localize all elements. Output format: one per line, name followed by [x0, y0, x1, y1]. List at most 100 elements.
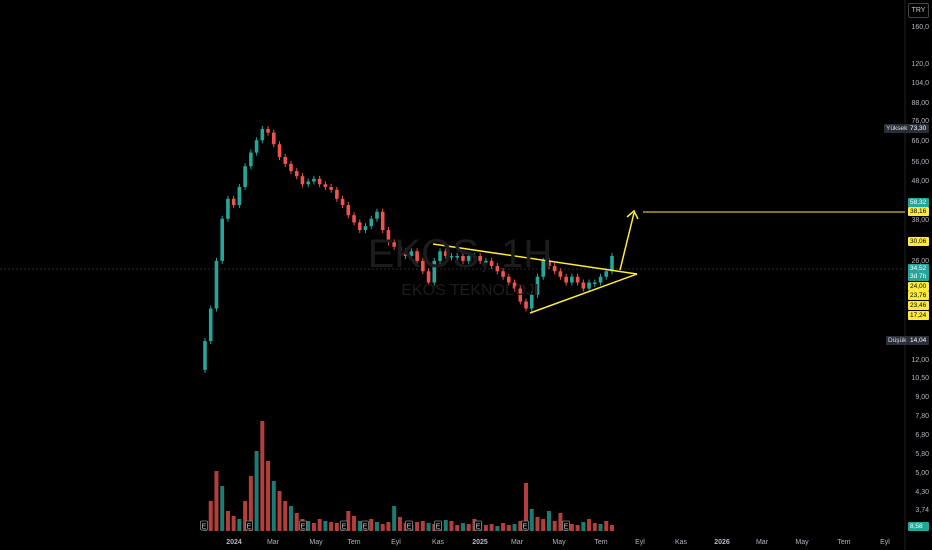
volume-bar [455, 525, 460, 531]
volume-bar [460, 523, 465, 531]
volume-bar [277, 491, 282, 531]
volume-bar [598, 524, 603, 531]
candle-body [220, 218, 224, 261]
candle-body [518, 288, 523, 302]
candle-body [335, 189, 339, 199]
volume-bar [283, 501, 288, 531]
candle-body [312, 178, 316, 182]
price-tag-label: Düşük [886, 335, 909, 345]
earnings-marker-label: E [476, 524, 481, 531]
volume-bar [587, 519, 592, 531]
earnings-marker [200, 520, 208, 531]
x-tick-label: Kas [431, 539, 445, 546]
candle-body [266, 129, 270, 133]
volume-bar [518, 521, 523, 531]
volume-bar [231, 516, 236, 531]
earnings-marker-label: E [342, 524, 347, 531]
volume-bar [214, 471, 219, 531]
candle-body [604, 271, 609, 277]
volume-bar [225, 511, 230, 531]
volume-bar [569, 524, 574, 531]
volume-bar [357, 521, 362, 531]
currency-button[interactable]: TRY [908, 3, 929, 18]
y-tick-label: 4,30 [915, 489, 929, 496]
candle-body [226, 198, 230, 219]
y-tick-label: 6,80 [915, 432, 929, 439]
volume-bar [483, 525, 488, 531]
candle-body [507, 276, 511, 283]
earnings-marker [521, 520, 529, 531]
candle-body [375, 211, 379, 219]
y-tick-label: 160,0 [911, 24, 929, 31]
candle-body [426, 271, 431, 283]
candle-body [484, 260, 488, 263]
volume-bar [220, 486, 225, 531]
candle-body [529, 294, 534, 309]
x-tick-label: 2026 [714, 539, 730, 546]
volume-bar [306, 521, 311, 531]
candle-body [415, 251, 419, 261]
breakout-arrow [619, 212, 635, 271]
volume-bar [541, 519, 546, 531]
earnings-marker [299, 520, 307, 531]
y-tick-label: 10,50 [911, 375, 929, 382]
volume-bar [495, 526, 500, 531]
price-tag: 38,16 [908, 206, 929, 216]
candle-body [243, 166, 247, 188]
volume-bar [426, 523, 431, 531]
candle-body [432, 260, 437, 283]
volume-bar [604, 521, 609, 531]
y-tick-label: 120,0 [911, 61, 929, 68]
volume-bar [592, 523, 597, 531]
volume-bar [546, 511, 551, 531]
earnings-marker [562, 520, 570, 531]
x-tick-label: 2024 [226, 539, 242, 546]
volume-bar [346, 511, 351, 531]
candle-body [409, 251, 414, 256]
candle-body [369, 218, 374, 227]
candle-body [340, 198, 345, 206]
candle-body [461, 255, 465, 261]
volume-bar [369, 519, 374, 531]
candle-body [346, 205, 351, 216]
volume-bar [558, 513, 563, 531]
earnings-marker [434, 520, 442, 531]
candle-body [386, 230, 391, 243]
candle-body [575, 276, 580, 283]
candle-body [208, 308, 213, 342]
candle-body [598, 276, 603, 283]
y-tick-label: 88,00 [911, 100, 929, 107]
chart-watermark: EKOS, 1H [367, 232, 553, 276]
candle-body [610, 255, 614, 272]
earnings-marker-label: E [247, 524, 252, 531]
price-tag: 24,00 [908, 281, 929, 291]
candle-body [214, 260, 219, 309]
price-tag: 34,52 [908, 263, 929, 273]
y-tick-label: 3,74 [915, 507, 929, 514]
volume-bar [374, 522, 379, 531]
candle-body [329, 187, 333, 190]
x-tick-label: Mar [755, 539, 769, 546]
volume-bar [317, 519, 322, 531]
price-tag: 30,06 [908, 236, 929, 246]
price-tag: 14,04 [908, 335, 929, 345]
candle-body [421, 260, 425, 272]
earnings-marker-label: E [202, 524, 207, 531]
volume-bar [386, 522, 391, 531]
candle-body [512, 282, 517, 289]
x-tick-label: Tem [837, 539, 851, 546]
volume-bar [294, 513, 299, 531]
volume-bar [208, 501, 213, 531]
volume-bar [271, 481, 276, 531]
volume-bar [248, 476, 253, 531]
candle-body [289, 163, 293, 172]
candle-body [398, 246, 402, 252]
volume-bar [575, 525, 580, 531]
x-tick-label: Kas [674, 539, 688, 546]
candle-body [306, 181, 310, 185]
x-tick-label: Mar [266, 539, 280, 546]
candle-body [237, 187, 242, 206]
x-tick-label: May [552, 539, 566, 546]
chart-watermark-subtitle: EKOS TEKNOLOJI [401, 282, 539, 299]
